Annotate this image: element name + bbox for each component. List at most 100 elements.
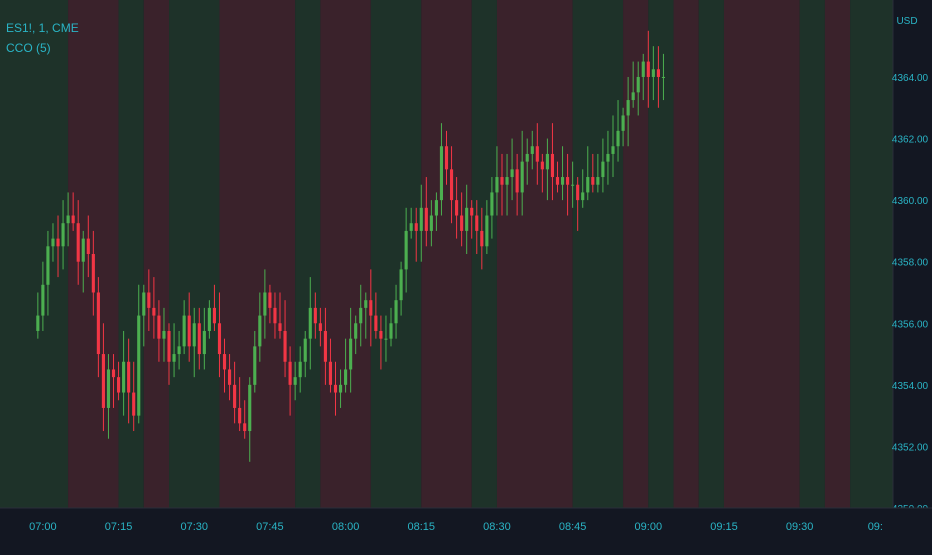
candle-body — [354, 323, 358, 339]
candle-body — [41, 284, 45, 316]
candle-body — [157, 315, 161, 339]
candle-body — [656, 69, 660, 77]
candle-body — [86, 238, 90, 254]
candle-body — [56, 238, 60, 247]
candle-body — [101, 354, 105, 408]
candle-body — [485, 215, 489, 247]
price-tick-label: 4354.00 — [892, 381, 929, 392]
candle-body — [550, 153, 555, 178]
candle-body — [460, 215, 464, 231]
time-tick-label: 08:00 — [332, 521, 360, 533]
candle-body — [303, 338, 307, 362]
candle-body — [525, 153, 529, 162]
candle-body — [631, 92, 635, 101]
candle-body — [520, 161, 524, 193]
candle-body — [283, 330, 287, 362]
candle-body — [465, 207, 469, 231]
candle-body — [268, 292, 272, 308]
time-axis-background — [0, 508, 932, 550]
price-tick-label: 4358.00 — [892, 258, 929, 269]
candle-body — [318, 323, 322, 331]
candle-body — [404, 230, 408, 270]
candle-body — [530, 146, 534, 154]
candle-body — [399, 269, 403, 301]
price-tick-label: 4364.00 — [892, 73, 929, 84]
band-bull — [850, 0, 893, 508]
candle-body — [455, 200, 459, 216]
background-bands — [0, 0, 893, 508]
candle-body — [490, 192, 494, 216]
candle-body — [132, 392, 136, 416]
band-bear — [623, 0, 649, 508]
band-bear — [320, 0, 371, 508]
candle-body — [111, 369, 116, 378]
candle-body — [76, 223, 80, 262]
candle-body — [651, 69, 655, 77]
candle-body — [571, 184, 575, 186]
band-bull — [471, 0, 497, 508]
candle-body — [661, 76, 666, 78]
candle-body — [243, 423, 247, 432]
band-bull — [698, 0, 724, 508]
candle-body — [364, 300, 368, 308]
band-bear — [723, 0, 800, 508]
candle-body — [233, 384, 237, 408]
time-axis[interactable]: 07:00 07:15 07:30 07:45 08:00 08:15 08:30 08:45… — [0, 507, 932, 550]
candle-body — [379, 330, 383, 339]
candle-body — [369, 300, 373, 316]
band-bull — [0, 0, 69, 508]
price-axis[interactable]: USD 4350.004352.004354.004356.004358.004… — [892, 0, 932, 515]
candle-body — [419, 207, 423, 231]
symbol-label[interactable]: ES1!, 1, CME — [6, 21, 79, 35]
candle-body — [626, 100, 630, 116]
candle-body — [308, 307, 312, 339]
candle-body — [581, 192, 585, 201]
candle-body — [576, 184, 580, 201]
candle-body — [182, 315, 186, 347]
candle-body — [409, 223, 413, 231]
candle-body — [646, 61, 650, 77]
band-bull — [648, 0, 674, 508]
candle-body — [586, 177, 590, 193]
price-tick-label: 4352.00 — [892, 442, 929, 453]
candle-body — [505, 177, 509, 185]
candle-body — [167, 330, 171, 362]
candle-body — [258, 315, 262, 347]
candle-body — [429, 215, 433, 231]
candle-body — [344, 369, 348, 385]
candle-body — [51, 238, 55, 247]
candles — [36, 30, 666, 462]
currency-label: USD — [896, 16, 917, 27]
candle-body — [192, 323, 196, 347]
candle-body — [424, 207, 428, 231]
candle-body — [616, 130, 620, 147]
band-bull — [169, 0, 220, 508]
candle-body — [96, 292, 100, 355]
candle-body — [323, 330, 327, 362]
indicator-label[interactable]: CCO (5) — [6, 41, 51, 55]
candle-body — [389, 323, 393, 339]
candle-body — [500, 177, 504, 185]
candle-body — [439, 146, 444, 201]
candle-body — [480, 230, 484, 247]
candle-body — [545, 153, 549, 170]
candle-body — [172, 354, 176, 362]
time-tick-label: 07:45 — [256, 521, 284, 533]
candle-body — [293, 377, 297, 385]
candle-body — [197, 323, 201, 355]
candle-body — [177, 346, 181, 355]
candle-body — [560, 177, 565, 185]
candle-body — [66, 215, 70, 224]
candle-body — [238, 407, 242, 424]
candle-body — [475, 215, 479, 231]
candle-body — [611, 146, 615, 154]
candle-body — [333, 384, 338, 393]
candle-body — [591, 177, 595, 185]
candle-body — [596, 177, 600, 185]
candle-body — [81, 238, 85, 262]
band-bear — [421, 0, 472, 508]
candle-body — [555, 177, 560, 185]
band-bull — [118, 0, 144, 508]
